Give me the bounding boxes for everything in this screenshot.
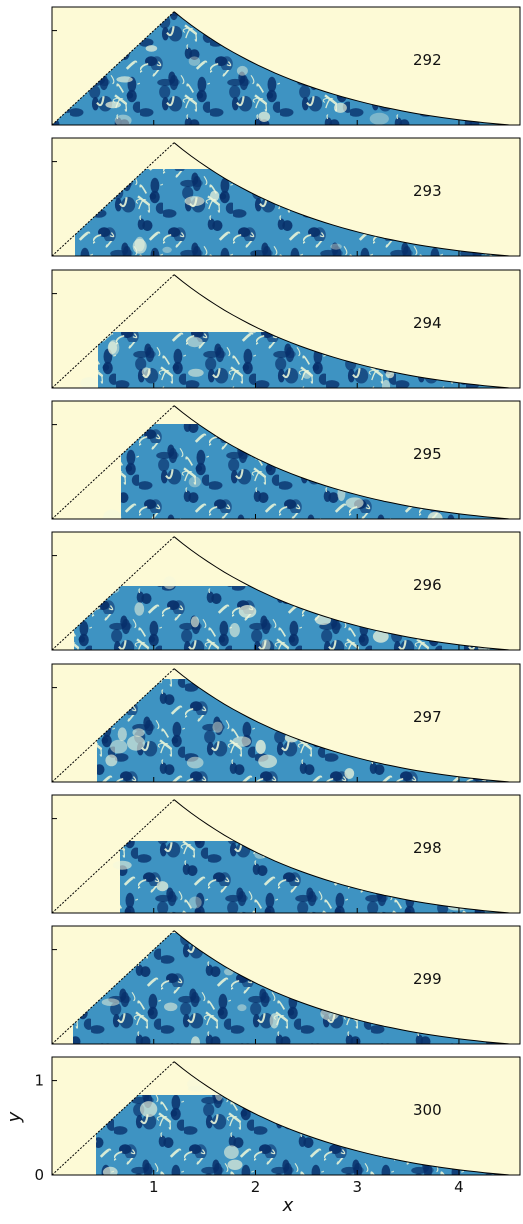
- panel: 292: [51, 6, 521, 126]
- x-tick-label: 3: [352, 1178, 362, 1196]
- panel-frame: [51, 925, 521, 1045]
- panels-group: 292 293 294 295 296 297 298 299 300: [51, 6, 521, 1176]
- panel: 297: [51, 663, 521, 783]
- panel-label: 300: [413, 1101, 442, 1119]
- x-tick-label: 1: [149, 1178, 159, 1196]
- panel-frame: [51, 400, 521, 520]
- panel-label: 297: [413, 708, 442, 726]
- panel-frame: [51, 794, 521, 914]
- panel: 296: [51, 531, 521, 651]
- x-axis: 1 2 3 4 x: [149, 1178, 464, 1216]
- curved-boundary: [173, 799, 510, 914]
- curved-boundary: [173, 405, 510, 520]
- panel-frame: [51, 1056, 521, 1176]
- y-axis: 0 1 y: [4, 1072, 44, 1184]
- x-tick-label: 4: [454, 1178, 464, 1196]
- panel: 295: [51, 400, 521, 520]
- curved-boundary: [173, 930, 510, 1045]
- panel-frame: [51, 531, 521, 651]
- curved-boundary: [173, 11, 510, 126]
- x-tick-label: 2: [251, 1178, 261, 1196]
- panel-label: 298: [413, 839, 442, 857]
- panel-label: 299: [413, 970, 442, 988]
- panel-label: 296: [413, 576, 442, 594]
- curved-boundary: [173, 142, 510, 257]
- y-tick-label: 1: [34, 1072, 44, 1090]
- curved-boundary: [173, 668, 510, 783]
- x-axis-label: x: [282, 1195, 294, 1216]
- y-tick-label: 0: [34, 1166, 44, 1184]
- curved-boundary: [173, 536, 510, 651]
- curved-boundary: [173, 1061, 510, 1176]
- panel-frame: [51, 269, 521, 389]
- panel-label: 295: [413, 445, 442, 463]
- panel: 299: [51, 925, 521, 1045]
- panel-frame: [51, 6, 521, 126]
- panel: 300: [51, 1056, 521, 1176]
- panel: 293: [51, 137, 521, 257]
- panel: 294: [51, 269, 521, 389]
- panel-label: 293: [413, 182, 442, 200]
- panel-label: 294: [413, 314, 442, 332]
- curved-boundary: [173, 274, 510, 389]
- y-axis-label: y: [4, 1111, 25, 1123]
- panel-frame: [51, 137, 521, 257]
- panel-frame: [51, 663, 521, 783]
- panel-label: 292: [413, 51, 442, 69]
- panel: 298: [51, 794, 521, 914]
